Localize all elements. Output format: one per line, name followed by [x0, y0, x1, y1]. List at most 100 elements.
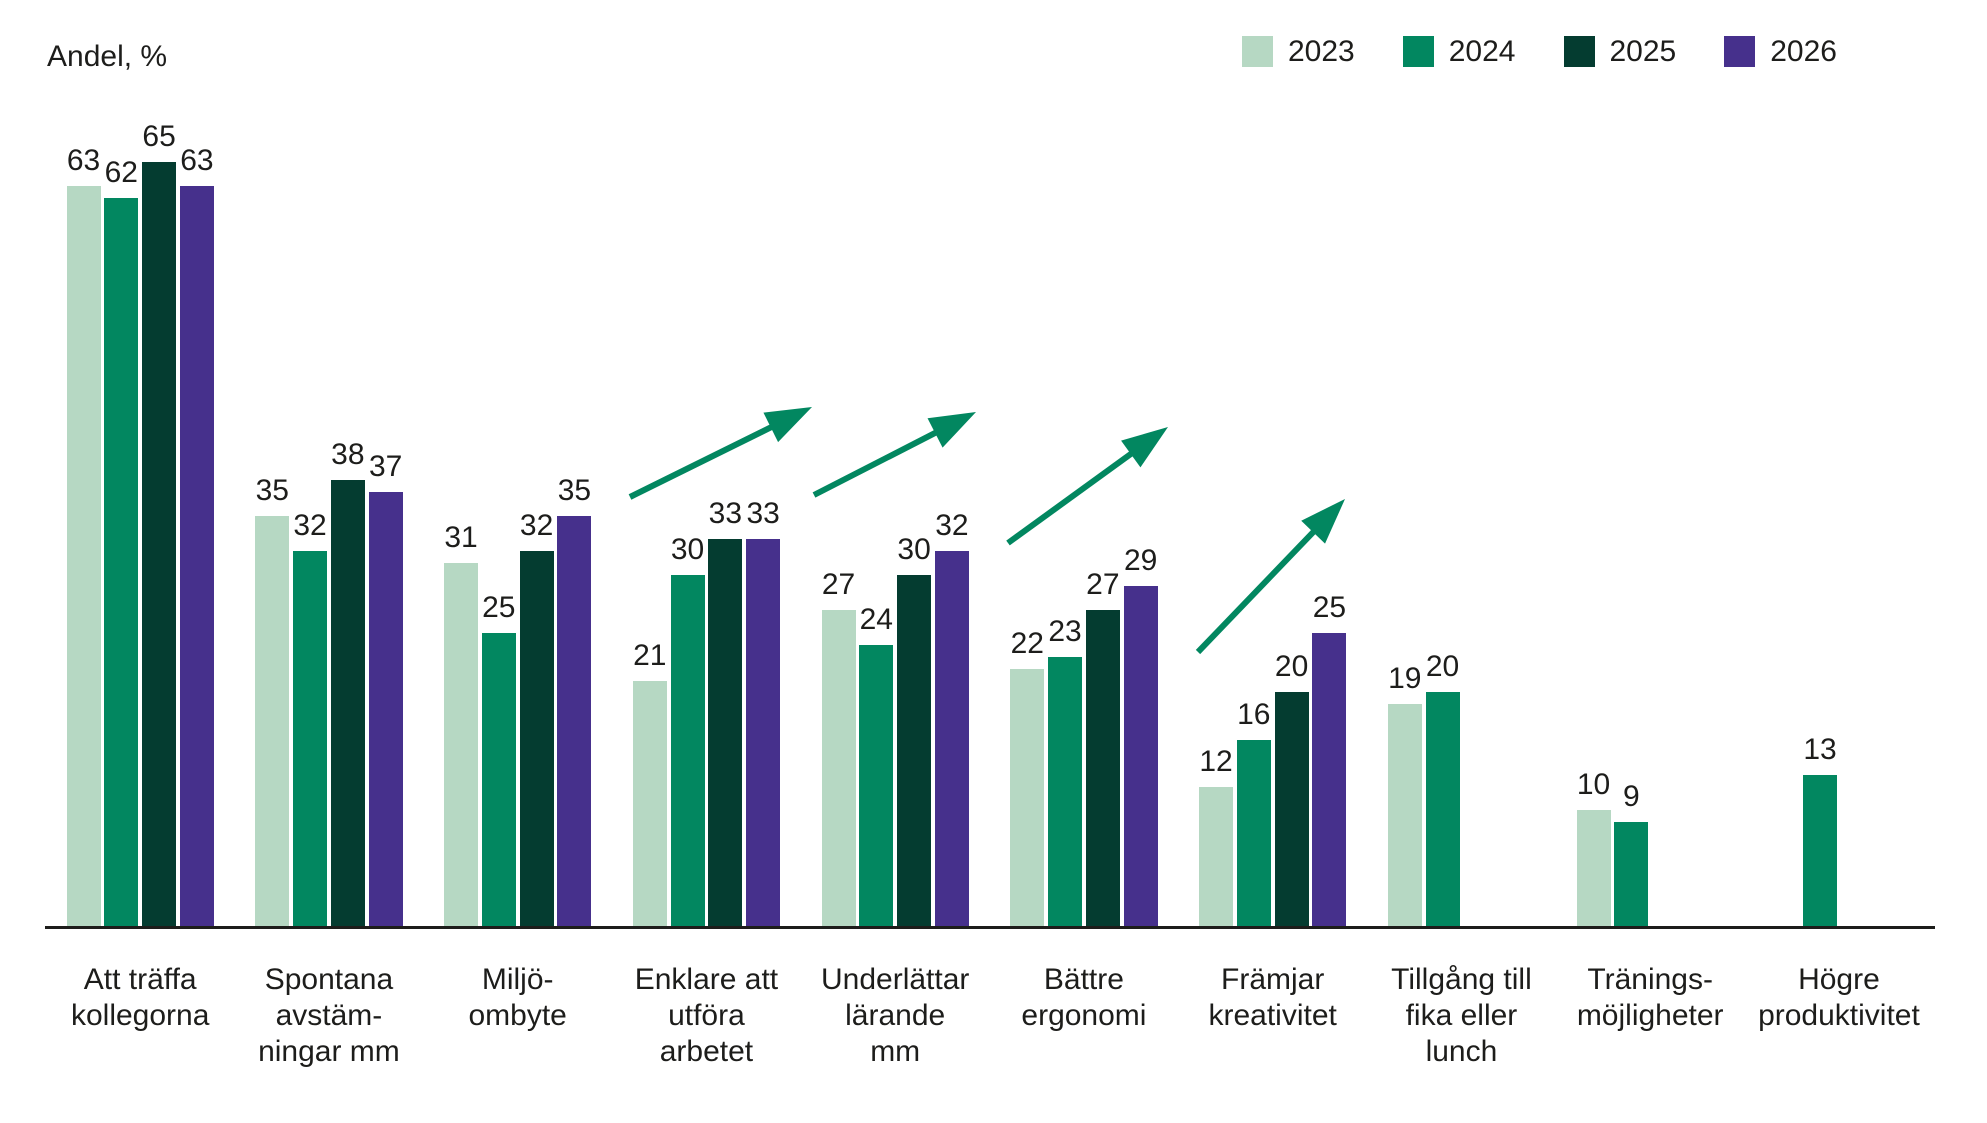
- bar-2023-7: [1199, 787, 1233, 928]
- bar-2024-2: [293, 551, 328, 928]
- bar-2026-7: [1312, 633, 1347, 928]
- bar-value-label: 35: [557, 474, 592, 507]
- bar-2024-1: [104, 198, 139, 928]
- bar-2025-2: [330, 480, 365, 928]
- trend-arrow-head-3: [1121, 427, 1168, 468]
- bar-value-label: 37: [368, 450, 403, 483]
- bar-value-label: 16: [1237, 698, 1271, 731]
- bar-value-label: 24: [859, 603, 893, 636]
- legend-label: 2024: [1448, 35, 1516, 68]
- category-label-4: Enklare att utföra arbetet: [634, 963, 779, 1068]
- legend-swatch-2025: [1563, 36, 1595, 67]
- bar-value-label: 25: [1312, 591, 1347, 624]
- bar-2026-4: [746, 539, 781, 928]
- bar-2026-1: [179, 186, 214, 928]
- bar-value-label: 20: [1425, 650, 1460, 683]
- bar-value-label: 30: [670, 533, 705, 566]
- bar-2024-9: [1614, 822, 1649, 928]
- bar-value-label: 23: [1048, 615, 1082, 648]
- bar-2023-3: [444, 563, 478, 928]
- legend-swatch-2023: [1242, 36, 1273, 67]
- bar-value-label: 29: [1123, 544, 1158, 577]
- bar-value-label: 12: [1199, 745, 1233, 778]
- bar-value-label: 27: [821, 568, 856, 601]
- bar-2024-7: [1236, 740, 1271, 928]
- bar-value-label: 30: [897, 533, 931, 566]
- bar-value-label: 62: [104, 156, 138, 189]
- category-label-1: Att träffa kollegorna: [70, 963, 210, 1032]
- bar-2024-4: [670, 575, 705, 928]
- bar-value-label: 32: [293, 509, 327, 542]
- bar-value-label: 38: [331, 438, 365, 471]
- bar-2024-8: [1425, 692, 1460, 928]
- bar-value-label: 25: [482, 591, 516, 624]
- trend-arrow-line-1: [628, 421, 780, 500]
- bar-2025-4: [708, 539, 743, 928]
- bar-2026-5: [934, 551, 969, 928]
- bar-2023-8: [1387, 704, 1422, 928]
- bar-2023-2: [255, 516, 290, 928]
- chart-legend: 2023 2024 2025 2026: [1242, 36, 1837, 67]
- bar-value-label: 22: [1010, 627, 1044, 660]
- axis-unit-label: Andel, %: [47, 40, 168, 73]
- bar-2024-6: [1048, 657, 1083, 928]
- legend-swatch-2024: [1402, 36, 1434, 67]
- legend-item-2024: 2024: [1402, 35, 1516, 68]
- bar-2024-3: [481, 633, 516, 928]
- legend-swatch-2026: [1724, 36, 1756, 67]
- bar-value-label: 9: [1622, 780, 1640, 813]
- bar-2025-6: [1085, 610, 1120, 928]
- bar-2024-5: [859, 645, 894, 928]
- bar-2025-1: [142, 162, 177, 928]
- legend-item-2023: 2023: [1242, 36, 1355, 67]
- bar-2024-10: [1803, 775, 1838, 928]
- legend-label: 2023: [1288, 35, 1355, 68]
- bar-2023-6: [1010, 669, 1045, 928]
- legend-label: 2026: [1770, 35, 1837, 68]
- bar-value-label: 33: [708, 497, 743, 530]
- bar-value-label: 20: [1274, 650, 1309, 683]
- bar-2023-1: [66, 186, 101, 928]
- bar-2026-3: [557, 516, 592, 928]
- bar-2026-2: [368, 492, 403, 928]
- bar-2025-3: [519, 551, 554, 928]
- legend-item-2025: 2025: [1563, 35, 1677, 68]
- bar-2025-7: [1274, 692, 1309, 928]
- category-label-7: Främjar kreativitet: [1208, 963, 1337, 1032]
- category-label-10: Högre produktivitet: [1758, 963, 1920, 1032]
- bar-value-label: 63: [180, 144, 214, 177]
- bar-2023-9: [1576, 810, 1611, 928]
- bar-value-label: 32: [935, 509, 969, 542]
- bar-value-label: 21: [633, 639, 667, 672]
- bar-value-label: 65: [142, 120, 176, 153]
- trend-arrow-head-1: [763, 407, 812, 443]
- bar-2023-5: [821, 610, 856, 928]
- bar-2026-6: [1123, 586, 1158, 928]
- trend-arrow-head-2: [927, 412, 976, 448]
- bar-value-label: 35: [255, 474, 289, 507]
- category-label-6: Bättre ergonomi: [1021, 963, 1147, 1032]
- bar-value-label: 13: [1803, 733, 1837, 766]
- legend-label: 2025: [1609, 35, 1677, 68]
- bar-value-label: 33: [746, 497, 780, 530]
- category-label-8: Tillgång till fika eller lunch: [1391, 963, 1532, 1068]
- bar-value-label: 10: [1576, 768, 1611, 801]
- x-axis-line: [45, 926, 1935, 929]
- trend-arrow-head-4: [1301, 499, 1345, 544]
- legend-item-2026: 2026: [1724, 36, 1837, 67]
- bar-2023-4: [632, 681, 667, 928]
- bar-value-label: 63: [66, 144, 101, 177]
- category-label-3: Miljö-ombyte: [468, 963, 567, 1032]
- bar-value-label: 32: [519, 509, 554, 542]
- category-label-2: Spontana avstäm-ningar mm: [258, 963, 400, 1068]
- bar-2025-5: [897, 575, 932, 928]
- bar-value-label: 31: [444, 521, 478, 554]
- trend-arrow-line-3: [1006, 446, 1139, 546]
- trend-arrow-line-4: [1195, 524, 1321, 655]
- category-label-5: Underlättar lärande mm: [820, 963, 970, 1068]
- trend-arrow-line-2: [812, 426, 944, 498]
- bar-value-label: 27: [1086, 568, 1120, 601]
- category-label-9: Tränings-möjligheter: [1576, 963, 1724, 1032]
- bar-value-label: 19: [1388, 662, 1422, 695]
